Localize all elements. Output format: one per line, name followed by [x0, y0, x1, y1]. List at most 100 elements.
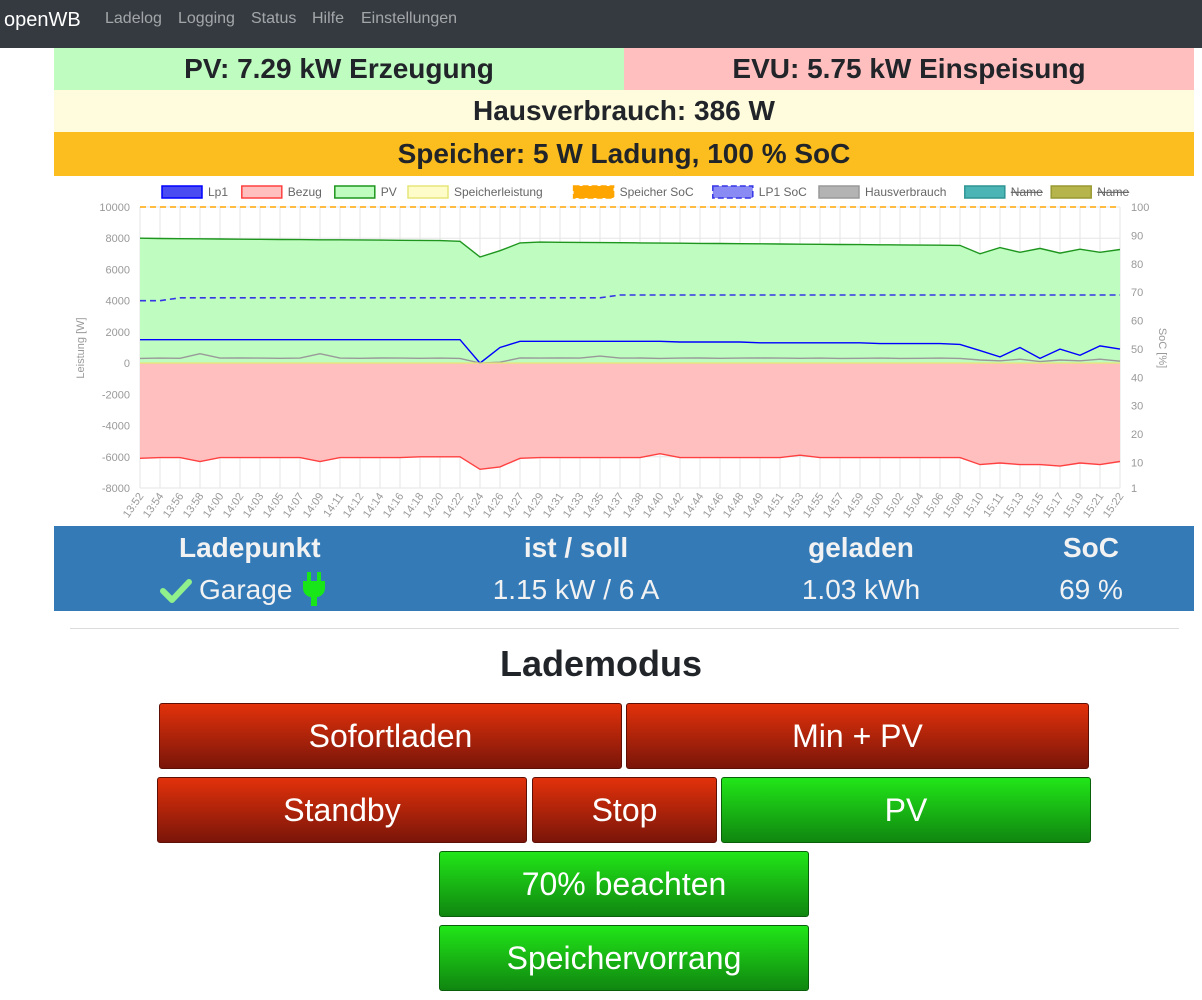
x-tick-label: 14:27: [501, 491, 527, 520]
y-axis-label-right: SoC [%]: [1156, 328, 1168, 368]
x-tick-label: 14:09: [301, 491, 327, 520]
y-tick-label-right: 60: [1131, 316, 1143, 328]
nav-link-einstellungen[interactable]: Einstellungen: [361, 10, 458, 27]
y-tick-label-left: 8000: [106, 233, 130, 245]
x-tick-label: 14:46: [701, 491, 727, 520]
y-tick-label-right: 70: [1131, 287, 1143, 299]
y-tick-label-left: 6000: [106, 264, 130, 276]
divider: [70, 628, 1179, 629]
min-pv-button[interactable]: Min + PV: [626, 703, 1089, 769]
x-tick-label: 14:49: [741, 491, 767, 520]
y-tick-label-right: 90: [1131, 230, 1143, 242]
legend-item[interactable]: LP1 SoC: [712, 185, 807, 199]
line-bezug: [139, 452, 1121, 471]
ladepunkt-name[interactable]: Garage: [199, 574, 293, 605]
sofortladen-button[interactable]: Sofortladen: [159, 703, 622, 769]
70-percent-beachten-button[interactable]: 70% beachten: [439, 851, 809, 917]
x-tick-label: 15:21: [1081, 491, 1107, 520]
legend-label: LP1 SoC: [759, 185, 807, 199]
legend-item[interactable]: Name: [964, 185, 1043, 199]
legend-swatch: [161, 185, 203, 199]
header-geladen: geladen: [808, 532, 914, 563]
y-tick-label-right: 100: [1131, 202, 1149, 214]
y-tick-label-left: 2000: [106, 327, 130, 339]
x-tick-label: 15:08: [941, 491, 967, 520]
x-tick-label: 14:38: [621, 491, 647, 520]
legend-label: Speicherleistung: [454, 185, 543, 199]
x-tick-label: 13:58: [181, 491, 207, 520]
line-lp1-soc: [140, 294, 1120, 302]
x-tick-label: 15:19: [1061, 491, 1087, 520]
pv-status: PV: 7.29 kW Erzeugung: [54, 48, 624, 90]
legend-label: Name: [1011, 185, 1043, 199]
legend-label: Hausverbrauch: [865, 185, 946, 199]
navbar: openWB Ladelog Logging Status Hilfe Eins…: [0, 0, 1202, 48]
line-hausverbrauch: [139, 352, 1121, 364]
stop-button[interactable]: Stop: [532, 777, 717, 843]
chart-legend[interactable]: Lp1 Bezug PV Speicherleistung Speicher SoC LP…: [161, 185, 1130, 199]
legend-item[interactable]: PV: [334, 185, 397, 199]
x-tick-label: 14:12: [341, 491, 367, 520]
legend-item[interactable]: Speicher SoC: [572, 185, 694, 199]
x-tick-label: 14:59: [841, 491, 867, 520]
geladen-value: 1.03 kWh: [801, 574, 921, 605]
x-tick-label: 15:06: [921, 491, 947, 520]
legend-item[interactable]: Name: [1050, 185, 1130, 199]
y-tick-label-left: 0: [124, 358, 130, 370]
x-tick-label: 14:31: [541, 491, 567, 520]
x-tick-label: 15:04: [901, 491, 927, 520]
x-tick-label: 14:53: [781, 491, 807, 520]
x-tick-label: 14:57: [821, 491, 847, 520]
ladepunkt-table: Ladepunkt ist / soll geladen SoC Garage …: [54, 526, 1194, 611]
legend-item[interactable]: Lp1: [161, 185, 228, 199]
legend-label: Name: [1097, 185, 1129, 199]
x-tick-label: 14:55: [801, 491, 827, 520]
y-tick-label-left: -8000: [102, 483, 130, 495]
x-tick-label: 14:42: [661, 491, 687, 520]
legend-item[interactable]: Bezug: [241, 185, 322, 199]
area-bezug: [140, 363, 1120, 470]
x-tick-label: 14:00: [201, 491, 227, 520]
brand-link[interactable]: openWB: [4, 9, 81, 31]
lademodus-title: Lademodus: [499, 643, 703, 684]
x-tick-label: 14:03: [241, 491, 267, 520]
nav-link-logging[interactable]: Logging: [178, 10, 235, 27]
y-tick-label-right: 80: [1131, 259, 1143, 271]
power-chart: 10000 8000 6000 4000 2000 0 -2000 -4000 -6000 -80…: [75, 185, 1168, 520]
legend-label: Bezug: [288, 185, 322, 199]
y-tick-label-left: 10000: [99, 202, 130, 214]
x-tick-label: 15:17: [1041, 491, 1067, 520]
legend-label: Speicher SoC: [620, 185, 694, 199]
x-tick-label: 14:02: [221, 491, 247, 520]
pv-button[interactable]: PV: [721, 777, 1091, 843]
legend-swatch: [964, 185, 1006, 199]
y-tick-label-left: -2000: [102, 389, 130, 401]
x-tick-label: 13:56: [161, 491, 187, 520]
hausverbrauch-status-text: Hausverbrauch: 386 W: [473, 95, 775, 126]
x-tick-label: 15:22: [1101, 491, 1127, 520]
legend-item[interactable]: Hausverbrauch: [818, 185, 946, 199]
speichervorrang-button[interactable]: Speichervorrang: [439, 925, 809, 991]
x-tick-label: 15:10: [961, 491, 987, 520]
y-tick-label-right: 20: [1131, 429, 1143, 441]
nav-link-ladelog[interactable]: Ladelog: [105, 10, 162, 27]
x-tick-label: 14:07: [281, 491, 307, 520]
legend-swatch: [334, 185, 376, 199]
x-tick-label: 14:35: [581, 491, 607, 520]
legend-label: PV: [381, 185, 397, 199]
x-tick-label: 14:44: [681, 491, 707, 520]
speicher-status: Speicher: 5 W Ladung, 100 % SoC: [54, 132, 1194, 176]
standby-button[interactable]: Standby: [157, 777, 527, 843]
speicher-status-text: Speicher: 5 W Ladung, 100 % SoC: [397, 138, 851, 169]
x-tick-label: 14:37: [601, 491, 627, 520]
legend-label: Lp1: [208, 185, 228, 199]
evu-status-text: EVU: 5.75 kW Einspeisung: [732, 53, 1086, 84]
plug-icon: [302, 572, 326, 606]
legend-swatch: [1050, 185, 1092, 199]
line-pv: [139, 237, 1121, 258]
header-soc: SoC: [1063, 532, 1119, 563]
nav-link-status[interactable]: Status: [251, 10, 297, 27]
nav-link-hilfe[interactable]: Hilfe: [312, 10, 345, 27]
legend-item[interactable]: Speicherleistung: [407, 185, 543, 199]
pv-status-text: PV: 7.29 kW Erzeugung: [184, 53, 494, 84]
